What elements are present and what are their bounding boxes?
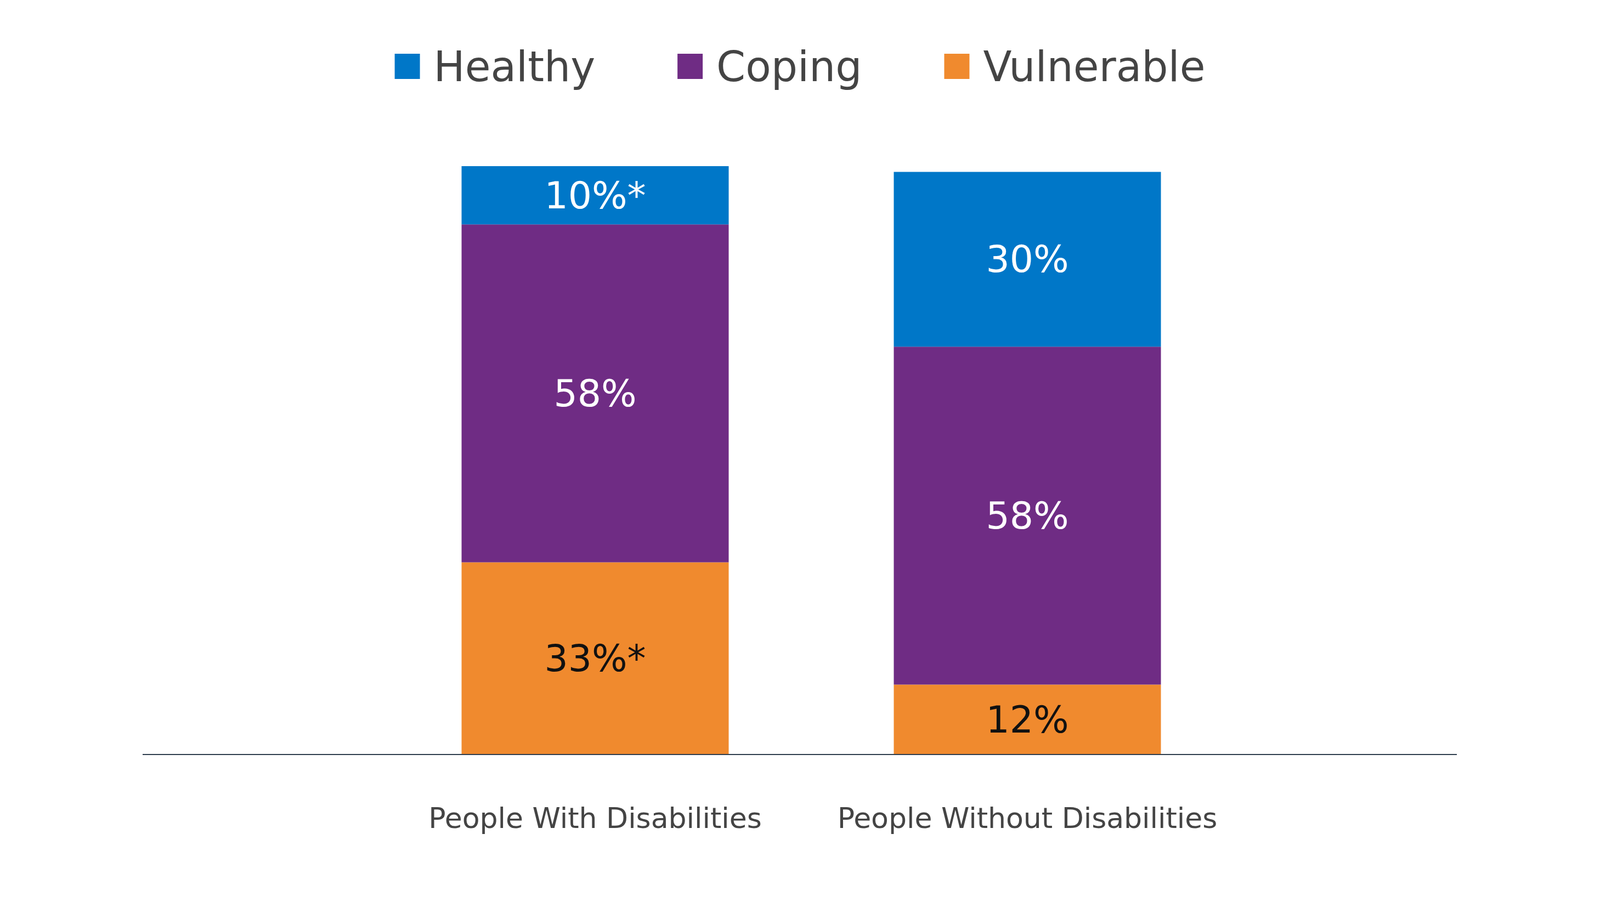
svg-text:58%: 58% <box>553 371 637 416</box>
svg-text:58%: 58% <box>985 494 1069 538</box>
svg-text:People Without Disabilities: People Without Disabilities <box>837 801 1218 835</box>
svg-text:Vulnerable: Vulnerable <box>982 42 1206 92</box>
svg-text:Healthy: Healthy <box>433 42 596 92</box>
svg-text:10%*: 10%* <box>544 173 646 218</box>
svg-text:12%: 12% <box>985 698 1069 742</box>
svg-text:Coping: Coping <box>716 42 862 92</box>
svg-text:People With Disabilities: People With Disabilities <box>428 801 762 835</box>
svg-text:30%: 30% <box>985 237 1069 281</box>
svg-text:33%*: 33%* <box>544 636 646 681</box>
